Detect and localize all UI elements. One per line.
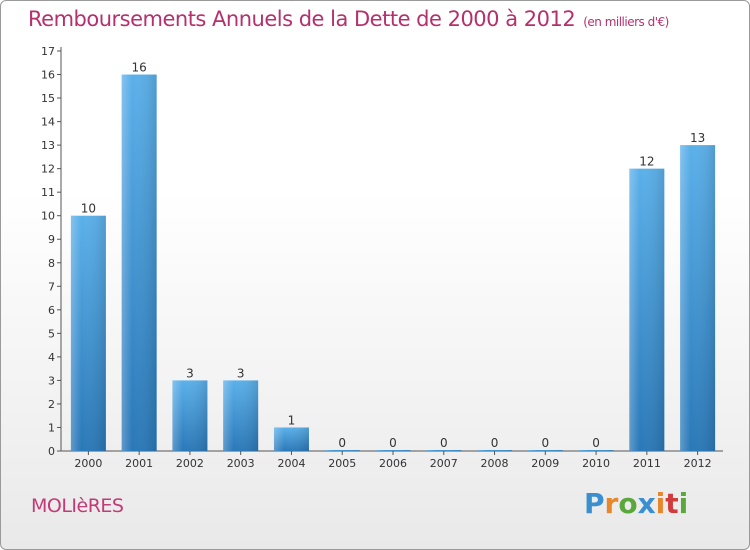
logo-letter: t	[665, 487, 679, 520]
commune-name: MOLIèRES	[31, 495, 124, 517]
bar-shade	[426, 450, 462, 451]
y-tick-label: 15	[41, 92, 55, 105]
bar-shade	[477, 450, 513, 451]
y-tick-label: 16	[41, 69, 55, 82]
y-tick-label: 7	[48, 280, 55, 293]
bar-value-label: 0	[389, 436, 397, 450]
bar-shade	[629, 168, 665, 451]
y-tick-label: 14	[41, 116, 55, 129]
bar-group: 0	[426, 436, 462, 451]
bar-shade	[121, 74, 157, 451]
logo-letter: o	[618, 487, 638, 520]
bar-shade	[324, 450, 360, 451]
bar-value-label: 0	[338, 436, 346, 450]
proxiti-logo: Proxiti	[584, 487, 688, 520]
bar-group: 0	[324, 436, 360, 451]
y-tick-label: 11	[41, 186, 55, 199]
x-tick-label: 2009	[531, 457, 559, 470]
bar-group: 0	[477, 436, 513, 451]
x-tick-label: 2003	[227, 457, 255, 470]
bar-value-label: 3	[186, 366, 194, 380]
bar-group: 16	[121, 61, 157, 451]
bar-group: 3	[172, 366, 208, 451]
bar-shade	[70, 215, 106, 451]
bar-value-label: 12	[639, 155, 654, 169]
chart-title-text: Remboursements Annuels de la Dette de 20…	[28, 7, 576, 31]
x-tick-label: 2004	[277, 457, 305, 470]
bar-group: 0	[578, 436, 614, 451]
logo-letter: P	[584, 487, 605, 520]
bar-value-label: 1	[288, 413, 296, 427]
bar-group: 0	[375, 436, 411, 451]
y-tick-label: 6	[48, 304, 55, 317]
logo-letter: x	[637, 487, 656, 520]
bar-shade	[223, 380, 259, 451]
y-tick-label: 3	[48, 374, 55, 387]
y-tick-label: 1	[48, 421, 55, 434]
y-tick-label: 13	[41, 139, 55, 152]
bar-group: 13	[680, 131, 716, 451]
x-tick-label: 2012	[684, 457, 712, 470]
x-tick-label: 2002	[176, 457, 204, 470]
bar-group: 10	[70, 202, 106, 451]
y-tick-label: 4	[48, 351, 55, 364]
bar-value-label: 0	[592, 436, 600, 450]
chart-unit: (en milliers d'€)	[583, 15, 669, 29]
x-tick-label: 2008	[481, 457, 509, 470]
bar-shade	[680, 145, 716, 451]
logo-letter: i	[655, 487, 666, 520]
x-tick-label: 2006	[379, 457, 407, 470]
x-tick-label: 2007	[430, 457, 458, 470]
y-tick-label: 12	[41, 163, 55, 176]
x-tick-label: 2005	[328, 457, 356, 470]
y-tick-label: 9	[48, 233, 55, 246]
x-axis: 2000 2001 2002 2003 2004 2005 2006 2007 2008 2009…	[61, 450, 723, 470]
y-tick-label: 17	[41, 45, 55, 58]
x-tick-label: 2011	[633, 457, 661, 470]
logo-letter: r	[604, 487, 619, 520]
y-tick-label: 0	[48, 445, 55, 458]
bar-value-label: 0	[491, 436, 499, 450]
y-tick-label: 2	[48, 398, 55, 411]
bar-group: 1	[273, 413, 309, 451]
logo-letter: i	[678, 487, 689, 520]
y-tick-label: 5	[48, 327, 55, 340]
bar-shade	[172, 380, 208, 451]
bar-group: 0	[527, 436, 563, 451]
bar-value-label: 16	[132, 61, 147, 75]
x-tick-label: 2000	[74, 457, 102, 470]
x-tick-label: 2001	[125, 457, 153, 470]
chart-title: Remboursements Annuels de la Dette de 20…	[28, 7, 669, 31]
bar-value-label: 10	[81, 202, 96, 216]
bar-value-label: 0	[440, 436, 448, 450]
bar-value-label: 3	[237, 366, 245, 380]
bar-shade	[375, 450, 411, 451]
bar-group: 12	[629, 155, 665, 451]
bar-shade	[527, 450, 563, 451]
y-tick-label: 10	[41, 210, 55, 223]
bar-value-label: 13	[690, 131, 705, 145]
bar-shade	[273, 427, 309, 451]
bar-value-label: 0	[541, 436, 549, 450]
bar-group: 3	[223, 366, 259, 451]
x-tick-label: 2010	[582, 457, 610, 470]
y-tick-label: 8	[48, 257, 55, 270]
bar-shade	[578, 450, 614, 451]
